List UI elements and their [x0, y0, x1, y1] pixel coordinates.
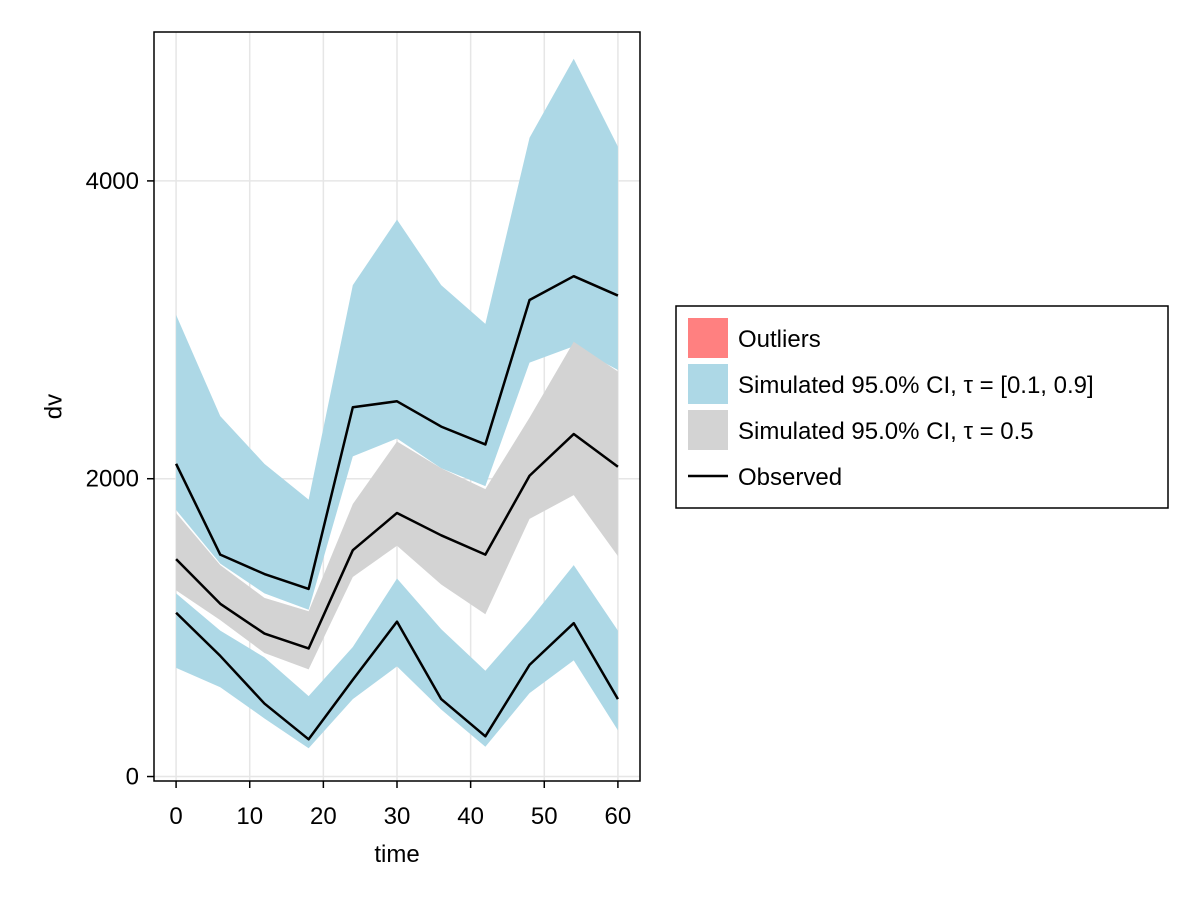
y-axis: 0 2000 4000	[86, 168, 154, 791]
legend-box	[675, 305, 1169, 509]
y-tick-label: 2000	[86, 466, 139, 493]
y-tick-label: 0	[126, 764, 139, 791]
x-tick-label: 20	[310, 803, 337, 830]
legend-label: Simulated 95.0% CI, τ = [0.1, 0.9]	[738, 372, 1094, 399]
observed-line	[174, 274, 619, 591]
x-tick-label: 50	[531, 803, 558, 830]
observed-line	[175, 432, 619, 650]
y-axis-label: dv	[40, 394, 67, 419]
observed-lines	[174, 274, 619, 741]
legend-label: Observed	[738, 464, 842, 491]
x-axis-label: time	[374, 841, 419, 868]
x-tick-label: 10	[236, 803, 263, 830]
x-tick-label: 0	[169, 803, 182, 830]
legend-label: Outliers	[738, 326, 821, 353]
ci-band-median	[176, 341, 618, 670]
y-tick-label: 4000	[86, 168, 139, 195]
legend-swatch	[688, 410, 728, 450]
ci-band-upper	[176, 58, 618, 610]
x-tick-label: 30	[384, 803, 411, 830]
observed-line	[175, 611, 619, 741]
x-axis: 0 10 20 30 40 50 60	[169, 781, 631, 830]
legend-label: Simulated 95.0% CI, τ = 0.5	[738, 418, 1034, 445]
legend: Outliers Simulated 95.0% CI, τ = [0.1, 0.…	[675, 305, 1169, 509]
legend-swatch	[688, 364, 728, 404]
legend-swatch	[688, 318, 728, 358]
x-tick-label: 40	[457, 803, 484, 830]
x-tick-label: 60	[605, 803, 632, 830]
